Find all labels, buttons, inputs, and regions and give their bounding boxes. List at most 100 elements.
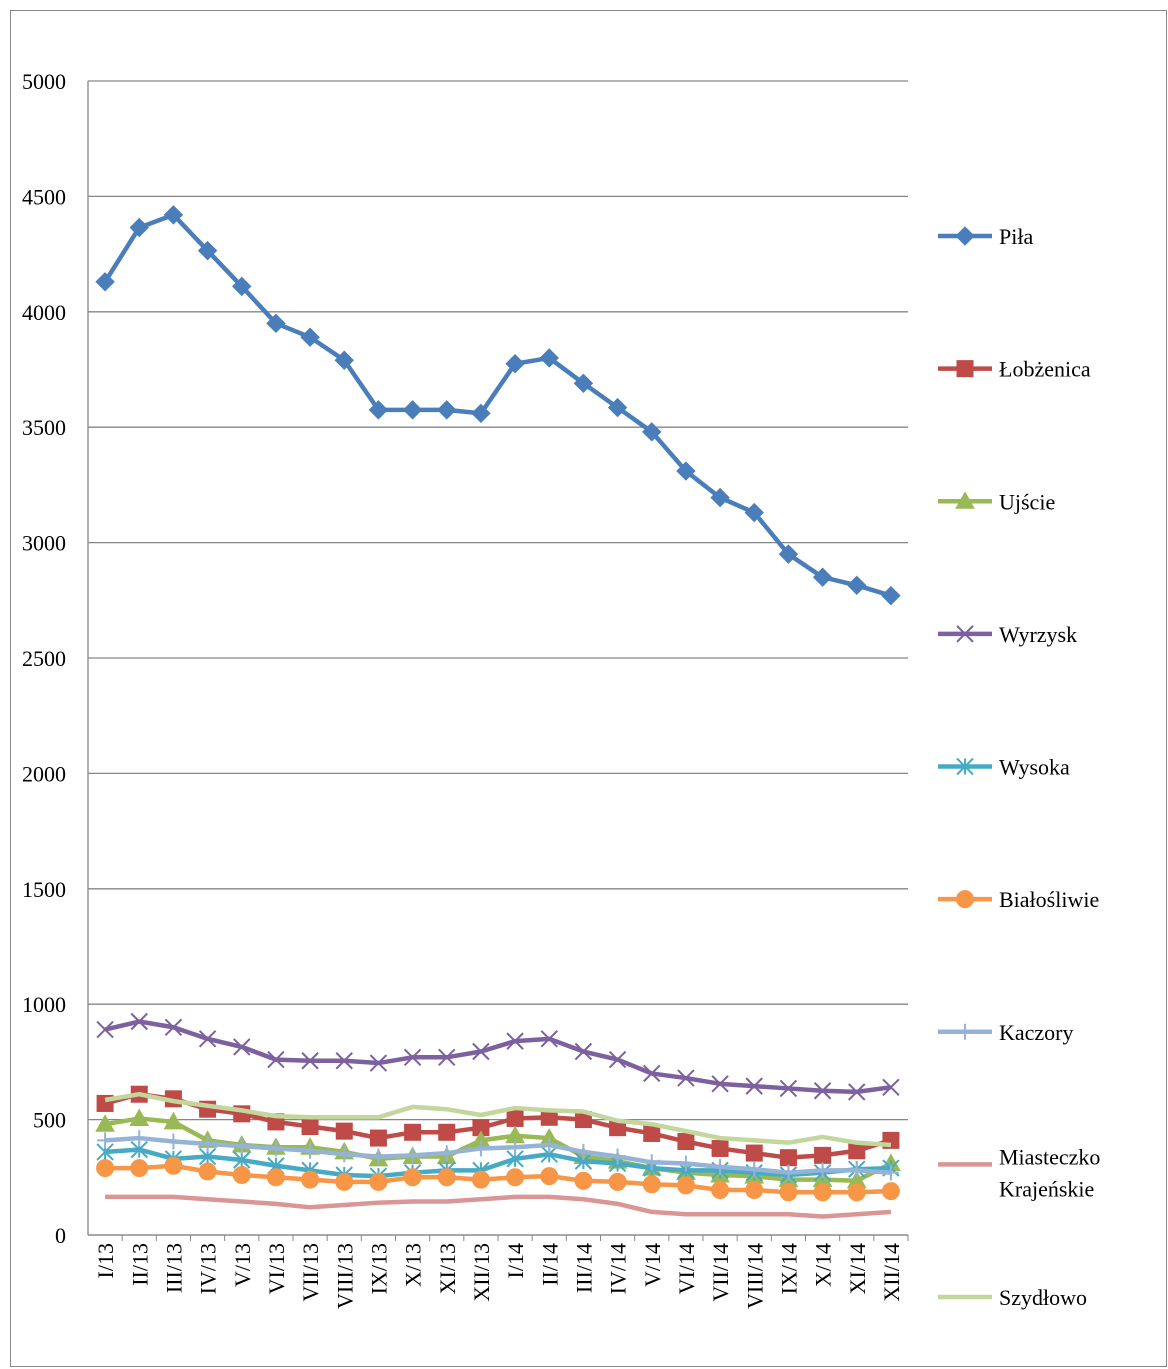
legend-label: Ujście bbox=[999, 489, 1055, 514]
marker bbox=[403, 1168, 422, 1187]
marker bbox=[96, 1159, 115, 1178]
marker bbox=[199, 1135, 216, 1152]
marker bbox=[438, 1123, 456, 1141]
marker bbox=[232, 1165, 251, 1184]
marker bbox=[779, 1079, 798, 1098]
y-tick-label: 0 bbox=[55, 1223, 66, 1248]
marker bbox=[881, 1182, 900, 1201]
y-tick-label: 500 bbox=[33, 1108, 66, 1133]
marker bbox=[813, 1183, 832, 1202]
marker bbox=[540, 1030, 558, 1048]
marker bbox=[95, 272, 115, 292]
marker bbox=[955, 491, 975, 509]
x-tick-label: X/13 bbox=[401, 1243, 426, 1287]
marker bbox=[471, 1170, 490, 1189]
marker bbox=[437, 1168, 456, 1187]
marker bbox=[778, 544, 799, 564]
marker bbox=[96, 1020, 114, 1039]
marker bbox=[813, 1082, 832, 1100]
x-tick-label: I/13 bbox=[93, 1243, 118, 1278]
x-tick-label: III/14 bbox=[571, 1243, 596, 1293]
marker bbox=[129, 217, 149, 238]
marker bbox=[472, 1140, 489, 1157]
marker bbox=[267, 1050, 285, 1069]
x-tick-label: VII/13 bbox=[298, 1243, 323, 1302]
marker bbox=[676, 1176, 695, 1195]
x-tick-label: I/14 bbox=[503, 1243, 528, 1278]
legend-label: Łobżenica bbox=[999, 357, 1091, 382]
legend-label: Białośliwie bbox=[999, 887, 1099, 912]
x-tick-label: VIII/14 bbox=[742, 1243, 767, 1309]
marker bbox=[130, 1159, 149, 1178]
marker bbox=[438, 1145, 455, 1162]
marker bbox=[233, 1151, 251, 1169]
marker bbox=[505, 354, 525, 374]
marker bbox=[302, 1142, 319, 1159]
marker bbox=[710, 487, 730, 508]
marker bbox=[163, 1111, 184, 1130]
marker bbox=[129, 1108, 150, 1126]
y-tick-label: 3000 bbox=[22, 531, 66, 556]
marker bbox=[301, 1118, 319, 1136]
x-tick-label: IX/14 bbox=[776, 1243, 801, 1294]
marker bbox=[956, 890, 974, 909]
series-line bbox=[104, 1147, 891, 1179]
legend-label: Wysoka bbox=[999, 755, 1070, 780]
x-tick-label: IV/13 bbox=[196, 1243, 221, 1294]
x-tick-label: V/13 bbox=[230, 1243, 255, 1287]
marker bbox=[607, 397, 628, 418]
marker bbox=[779, 1149, 797, 1167]
marker bbox=[955, 226, 975, 246]
x-tick-label: X/14 bbox=[811, 1243, 836, 1287]
y-tick-label: 1000 bbox=[22, 992, 66, 1017]
marker bbox=[745, 1144, 763, 1162]
marker bbox=[233, 1138, 250, 1155]
marker bbox=[403, 1048, 422, 1066]
marker bbox=[336, 1146, 353, 1163]
marker bbox=[957, 1023, 973, 1040]
marker bbox=[370, 1148, 387, 1165]
y-tick-label: 5000 bbox=[22, 69, 66, 94]
marker bbox=[266, 313, 286, 334]
marker bbox=[369, 1129, 387, 1147]
marker bbox=[575, 1143, 592, 1160]
marker bbox=[301, 1170, 320, 1189]
series-line bbox=[103, 212, 892, 598]
marker bbox=[335, 1052, 353, 1070]
marker bbox=[334, 350, 354, 370]
marker bbox=[848, 1083, 866, 1101]
marker bbox=[677, 1133, 695, 1151]
marker bbox=[676, 461, 696, 481]
series-line bbox=[105, 1194, 892, 1219]
marker bbox=[779, 1183, 798, 1202]
marker bbox=[404, 1147, 421, 1164]
legend-label: Szydłowo bbox=[999, 1285, 1087, 1310]
marker bbox=[335, 1172, 354, 1191]
marker bbox=[97, 1132, 114, 1149]
marker bbox=[437, 400, 457, 420]
marker bbox=[164, 1156, 183, 1175]
x-tick-label: IX/13 bbox=[366, 1243, 391, 1294]
x-tick-label: IV/14 bbox=[606, 1243, 631, 1294]
marker bbox=[814, 1146, 832, 1164]
marker bbox=[643, 1154, 660, 1171]
marker bbox=[335, 1122, 353, 1140]
marker bbox=[814, 1162, 831, 1179]
marker bbox=[711, 1139, 729, 1157]
marker bbox=[506, 1109, 524, 1127]
marker bbox=[198, 1030, 217, 1048]
x-tick-label: XI/14 bbox=[845, 1243, 870, 1294]
marker bbox=[507, 1139, 524, 1156]
marker bbox=[847, 575, 867, 596]
legend-label-line: Miasteczko bbox=[999, 1144, 1100, 1169]
marker bbox=[131, 1130, 148, 1147]
marker bbox=[369, 1054, 388, 1072]
marker bbox=[266, 1168, 285, 1187]
legend-label: Piła bbox=[999, 224, 1033, 249]
marker bbox=[506, 1168, 525, 1187]
marker bbox=[643, 1064, 661, 1083]
series-line bbox=[104, 1019, 892, 1095]
marker bbox=[677, 1069, 695, 1087]
marker bbox=[404, 1123, 422, 1141]
marker bbox=[956, 625, 974, 643]
